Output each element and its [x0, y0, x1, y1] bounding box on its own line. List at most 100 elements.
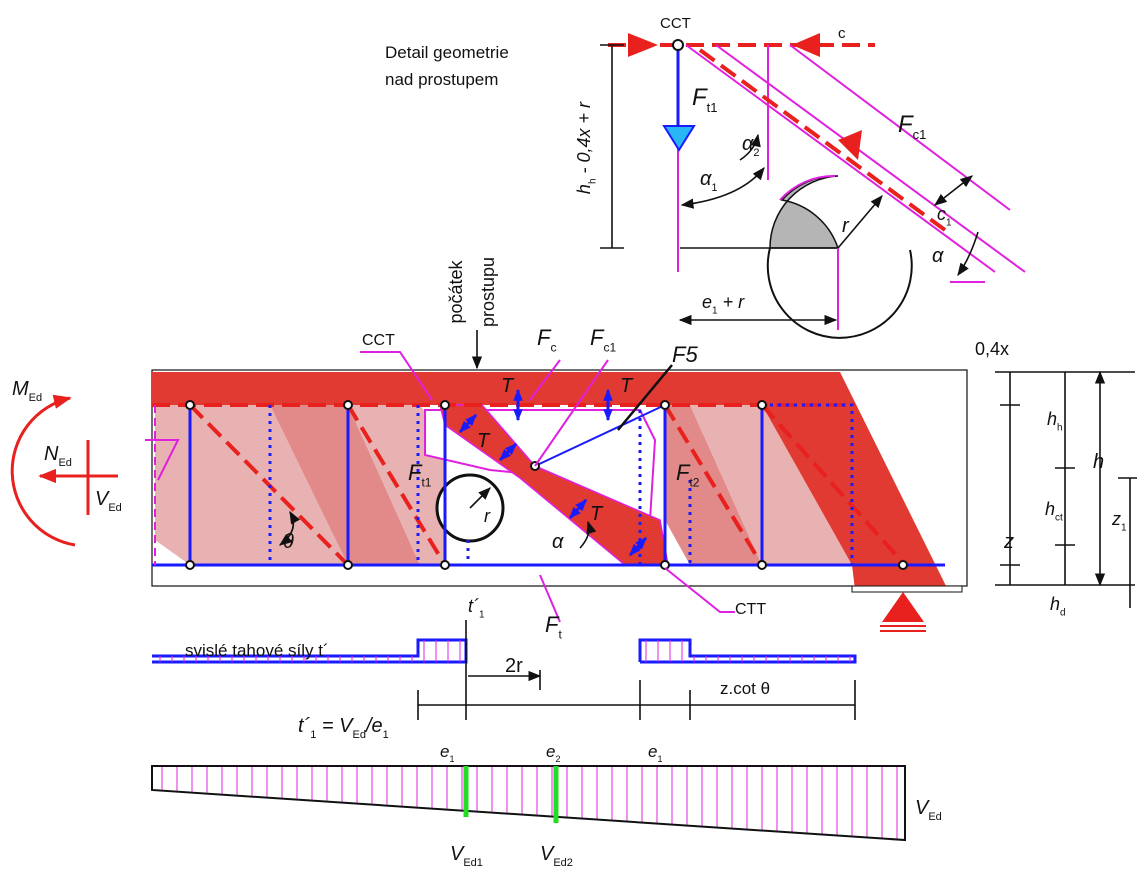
label-text: /e	[364, 715, 383, 737]
label-text: e	[648, 742, 657, 761]
angle	[958, 232, 978, 275]
label-text: F	[692, 84, 708, 111]
label: svislé tahové síly t´	[185, 641, 329, 660]
subscript: Ed1	[463, 857, 483, 869]
label: Fc	[537, 325, 556, 355]
label-text: T	[620, 375, 634, 397]
label-text: CTT	[735, 601, 766, 618]
label: r	[842, 215, 850, 237]
label: h	[1093, 451, 1104, 473]
label: α	[932, 245, 944, 267]
subscript: t	[558, 628, 562, 642]
line	[716, 45, 1025, 272]
subscript: Ed	[928, 811, 941, 823]
strut	[700, 50, 945, 230]
label-text: F5	[672, 342, 698, 367]
label-text: prostupu	[478, 257, 498, 327]
node	[441, 561, 449, 569]
label-text: α	[742, 133, 754, 155]
label-text: T	[477, 430, 491, 452]
label: NEd	[44, 443, 72, 469]
node	[186, 561, 194, 569]
label: z	[1003, 531, 1014, 553]
label: r	[484, 506, 491, 526]
dimensions	[995, 372, 1137, 608]
subscript: h	[1057, 422, 1063, 433]
node	[899, 561, 907, 569]
label-text: Detail geometrie	[385, 43, 509, 62]
label-text: h	[1045, 499, 1055, 519]
subscript: d	[1060, 607, 1066, 618]
dimension	[935, 176, 972, 205]
label: VEd2	[540, 843, 573, 869]
label: α	[552, 531, 564, 553]
label: e2	[546, 742, 560, 764]
label: hh	[1047, 409, 1063, 433]
subscript: 1	[657, 754, 662, 764]
label: T	[501, 375, 515, 397]
label-text: počátek	[446, 259, 466, 323]
label-text: + r	[718, 292, 746, 312]
label: α1	[700, 168, 718, 194]
subscript: Ed	[108, 502, 121, 514]
subscript: 1	[711, 182, 717, 194]
label-text: h	[1047, 409, 1057, 429]
label: t´1	[468, 596, 485, 620]
label: F5	[672, 342, 698, 367]
label-text: α	[932, 245, 944, 267]
subscript: Ed2	[553, 857, 573, 869]
label-text: nad prostupem	[385, 70, 498, 89]
moment	[12, 398, 75, 545]
label-text: c	[838, 25, 846, 42]
label: nad prostupem	[385, 70, 498, 89]
line	[686, 45, 995, 272]
bearing	[852, 586, 962, 592]
label: hct	[1045, 499, 1063, 523]
label-text: - 0,4x + r	[574, 101, 594, 179]
label-text: svislé tahové síly t´	[185, 641, 329, 660]
label-text: = V	[316, 715, 354, 737]
label-text: e	[702, 292, 712, 312]
label: Ft1	[692, 84, 718, 115]
subscript: c1	[913, 127, 927, 142]
node	[344, 561, 352, 569]
detail	[600, 33, 1025, 338]
label: t´1 = VEd/e1	[298, 715, 389, 741]
subscript: ct	[1055, 512, 1063, 523]
label-text: t´	[468, 596, 479, 616]
subscript: 1	[479, 609, 485, 620]
t-diagram	[152, 620, 855, 720]
label: z1	[1111, 509, 1127, 533]
label-text: 2r	[505, 655, 523, 677]
node	[661, 561, 669, 569]
node	[441, 401, 449, 409]
hole	[768, 248, 912, 338]
subscript: 1	[449, 754, 454, 764]
node	[344, 401, 352, 409]
hole-crescent	[770, 176, 838, 248]
subscript: 2	[555, 754, 560, 764]
angle	[682, 168, 764, 205]
arrow	[628, 33, 658, 57]
diagram: Detail geometrienad prostupemCCTcFt1Fc1α…	[0, 0, 1137, 874]
beam	[12, 330, 967, 631]
subscript: Ed	[29, 392, 42, 404]
label: hd	[1050, 594, 1066, 618]
node	[186, 401, 194, 409]
label-text: c	[937, 204, 946, 224]
label-text: e	[546, 742, 555, 761]
label-text: CCT	[362, 332, 395, 349]
subscript: c	[550, 341, 556, 355]
subscript: t1	[707, 100, 718, 115]
label: Fc1	[898, 111, 926, 142]
subscript: t1	[421, 476, 431, 490]
label-text: z	[1003, 531, 1014, 553]
label: CCT	[362, 332, 395, 349]
label: θ	[283, 531, 294, 553]
subscript: 1	[383, 729, 389, 741]
label: Detail geometrie	[385, 43, 509, 62]
label: e1 + r	[702, 292, 745, 316]
node	[673, 40, 683, 50]
subscript: 1	[1121, 522, 1127, 533]
label: e1	[440, 742, 454, 764]
